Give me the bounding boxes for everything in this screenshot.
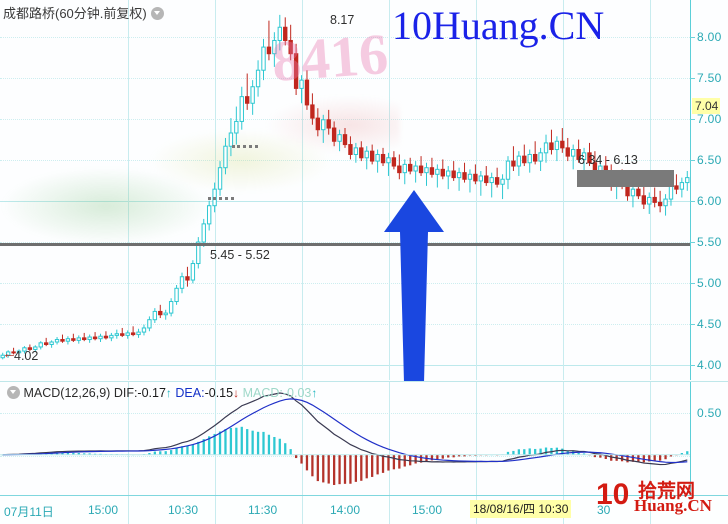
price-axis-label-6.00: 6.00 <box>697 194 722 208</box>
ytick-5.50 <box>690 242 695 243</box>
macd-dea-value: -0.15 <box>204 386 234 400</box>
price-axis-label-4.50: 4.50 <box>697 317 722 331</box>
time-label-0: 07月11日 <box>4 505 54 519</box>
price-axis-label-5.00: 5.00 <box>697 276 722 290</box>
macd-gridline-0.50 <box>0 413 690 414</box>
ytick-7.50 <box>690 78 695 79</box>
gridline-4.50 <box>0 324 690 325</box>
time-label-3: 11:30 <box>248 503 278 517</box>
price-axis-label-7.50: 7.50 <box>697 71 722 85</box>
time-label-1: 15:00 <box>88 503 119 517</box>
time-label-trailing: 30 <box>597 503 611 517</box>
gridline-4.00 <box>0 365 690 366</box>
support-zone-label: 5.45 - 5.52 <box>210 248 270 262</box>
resistance-zone-label: 6.34 - 6.13 <box>578 153 638 167</box>
macd-hist-value: -0.03 <box>282 386 312 400</box>
time-tick-1 <box>128 496 129 524</box>
macd-dif-direction-icon: ↑ <box>165 386 172 400</box>
macd-readout: MACD(12,26,9) DIF:-0.17↑ DEA:-0.15↓ MACD… <box>3 384 317 400</box>
price-axis-label-6.50: 6.50 <box>697 153 722 167</box>
vgridline-5 <box>476 0 477 380</box>
macd-hist-label: MACD: <box>242 386 283 400</box>
time-axis: 07月11日 15:00 10:30 11:30 14:00 15:00 18/… <box>0 495 728 524</box>
dotted-mark-lower <box>208 197 234 203</box>
ytick-4.00 <box>690 365 695 366</box>
macd-dif-value: -0.17 <box>137 386 166 400</box>
time-tick-4 <box>389 496 390 524</box>
macd-vgridline-1 <box>128 382 129 496</box>
macd-dea-direction-icon: ↓ <box>233 386 240 400</box>
ytick-5.00 <box>690 283 695 284</box>
time-tick-2 <box>215 496 216 524</box>
gridline-7.00 <box>0 119 690 120</box>
vgridline-7 <box>650 0 651 380</box>
price-axis-label-8.00: 8.00 <box>697 30 722 44</box>
page-title: 成都路桥(60分钟.前复权) <box>3 3 164 22</box>
blue-up-arrow-annotation <box>384 190 444 458</box>
ytick-6.50 <box>690 160 695 161</box>
macd-vgridline-3 <box>302 382 303 496</box>
macd-series <box>0 392 690 485</box>
macd-title: MACD(12,26,9) <box>23 386 111 400</box>
macd-vgridline-6 <box>563 382 564 496</box>
low-marker-arrow-icon: ← <box>2 345 17 362</box>
vgridline-6 <box>563 0 564 380</box>
macd-dif-label: DIF: <box>113 386 138 400</box>
peak-price-label: 8.17 <box>330 13 355 27</box>
macd-vgridline-7 <box>650 382 651 496</box>
time-tick-7 <box>650 496 651 524</box>
time-cursor-badge: 18/08/16/四 10:30 <box>470 500 572 518</box>
candlestick-series <box>0 14 690 360</box>
ytick-4.50 <box>690 324 695 325</box>
price-axis-line <box>690 0 691 380</box>
macd-indicator-panel[interactable]: 0.50 <box>0 381 728 496</box>
macd-axis-line <box>690 382 691 496</box>
ytick-8.00 <box>690 37 695 38</box>
macd-vgridline-4 <box>389 382 390 496</box>
support-zone-line <box>0 243 690 246</box>
chevron-down-circle-icon[interactable] <box>150 7 164 20</box>
vgridline-1 <box>128 0 129 380</box>
chevron-down-circle-icon[interactable] <box>7 386 20 399</box>
site-watermark: 10Huang.CN <box>392 3 605 48</box>
macd-axis-label-0.50: 0.50 <box>697 406 722 420</box>
chart-title-text: 成都路桥(60分钟.前复权) <box>3 6 147 21</box>
gridline-6.00 <box>0 201 690 202</box>
price-chart-panel[interactable]: 8.00 7.50 7.00 6.50 6.00 5.50 5.00 4.50 … <box>0 0 728 380</box>
ytick-6.00 <box>690 201 695 202</box>
gridline-8.00 <box>0 37 690 38</box>
dotted-mark-upper <box>232 145 258 151</box>
resistance-zone-bar <box>577 170 674 187</box>
time-label-4: 14:00 <box>330 503 361 517</box>
price-axis-label-5.50: 5.50 <box>697 235 722 249</box>
gridline-5.00 <box>0 283 690 284</box>
price-axis-label-7.00: 7.00 <box>697 112 722 126</box>
vgridline-3 <box>302 0 303 380</box>
macd-hist-direction-icon: ↑ <box>311 386 318 400</box>
macd-vgridline-5 <box>476 382 477 496</box>
last-price-badge: 7.04 <box>692 98 721 114</box>
time-tick-3 <box>302 496 303 524</box>
price-axis-label-4.00: 4.00 <box>697 358 722 372</box>
vgridline-4 <box>389 0 390 380</box>
time-label-5: 15:00 <box>412 503 443 517</box>
gridline-6.50 <box>0 160 690 161</box>
gridline-7.50 <box>0 78 690 79</box>
low-price-label: 4.02 <box>14 349 39 363</box>
macd-dea-label: DEA: <box>175 386 205 400</box>
gridline-5.50 <box>0 242 690 243</box>
ytick-7.00 <box>690 119 695 120</box>
time-label-2: 10:30 <box>168 503 199 517</box>
